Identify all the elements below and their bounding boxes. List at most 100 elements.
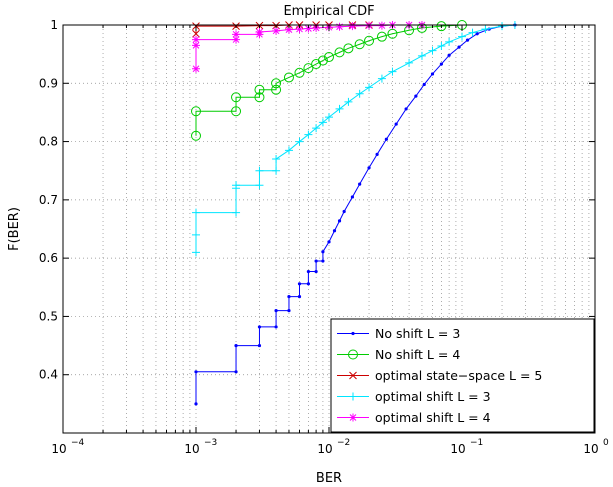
data-point [271,84,282,95]
x-tick-label: 10 [51,442,66,456]
legend-label: optimal state−space L = 5 [375,368,542,383]
data-point [349,392,357,401]
data-point [192,230,200,239]
data-point [255,181,264,190]
data-point [311,59,322,70]
data-point [481,25,490,34]
data-point [314,259,318,263]
data-point [271,78,282,89]
data-point [405,58,414,67]
data-point [297,295,302,299]
data-point [232,208,241,217]
data-point [304,24,313,33]
x-tick-label-exponent: 0 [603,438,609,448]
data-point [272,155,281,164]
data-point [335,22,344,31]
data-point [232,35,241,44]
data-point [192,208,200,217]
data-point [194,402,198,406]
data-point [445,37,454,46]
legend-label: optimal shift L = 3 [375,389,491,404]
data-point [349,413,357,422]
data-point [283,72,294,83]
x-tick-label-exponent: −2 [337,438,350,448]
data-point [377,21,386,30]
data-point [376,31,387,42]
data-point [304,130,313,139]
data-point [351,331,355,336]
legend-label: No shift L = 4 [375,347,460,362]
data-point [384,137,388,141]
data-point [334,47,345,58]
data-point [387,28,398,39]
x-axis-label: BER [316,471,342,486]
data-point [414,94,418,98]
data-point [192,41,200,50]
data-point [332,229,337,233]
legend-entry: No shift L = 4 [337,347,460,362]
data-point [348,349,358,360]
data-point [295,25,304,34]
data-point [430,72,435,76]
data-point [191,106,201,117]
data-point [284,146,293,155]
y-tick-label: 0.5 [39,309,58,323]
data-point [234,370,238,374]
data-point [234,343,238,348]
data-point [231,92,242,103]
data-point [272,26,281,35]
data-point [337,219,342,223]
data-point [436,21,447,32]
data-point [327,240,331,244]
data-point [192,248,200,257]
data-point [317,55,328,66]
data-point [318,118,327,127]
data-point [457,45,461,49]
x-tick-label-exponent: −1 [470,438,483,448]
data-point [342,209,346,214]
legend-entry: optimal shift L = 3 [337,389,491,404]
x-tick-label: 10 [184,442,199,456]
data-point [343,43,354,54]
data-point [312,124,321,133]
data-point [287,295,291,299]
data-point [194,370,198,374]
data-point [358,182,362,186]
data-point [287,309,291,313]
y-tick-label: 0.6 [39,251,58,265]
legend-label: optimal shift L = 4 [375,410,491,425]
data-point [255,27,264,36]
legend-entry: optimal state−space L = 5 [337,368,542,383]
data-point [254,84,265,95]
data-point [325,113,333,122]
data-point [257,343,262,348]
data-point [447,53,451,57]
data-point [428,46,437,55]
data-point [274,309,278,313]
data-point [306,269,310,274]
data-point [465,38,470,42]
legend-label: No shift L = 3 [375,326,460,341]
data-point [192,35,200,44]
data-point [295,137,304,146]
data-point [350,195,355,199]
data-point [354,39,365,50]
data-point [365,83,374,92]
data-point [437,41,446,50]
data-point [257,325,262,329]
data-point [458,32,466,41]
data-point [231,106,242,117]
chart-title: Empirical CDF [283,4,374,19]
data-point [321,250,325,254]
data-point [388,67,397,76]
series-line [195,24,515,404]
data-point [468,28,477,37]
data-point [377,74,386,83]
data-point [274,325,278,329]
data-point [303,63,314,74]
data-point [439,62,443,66]
legend-entry: optimal shift L = 4 [337,410,491,425]
data-point [367,166,371,170]
data-point [355,89,364,98]
